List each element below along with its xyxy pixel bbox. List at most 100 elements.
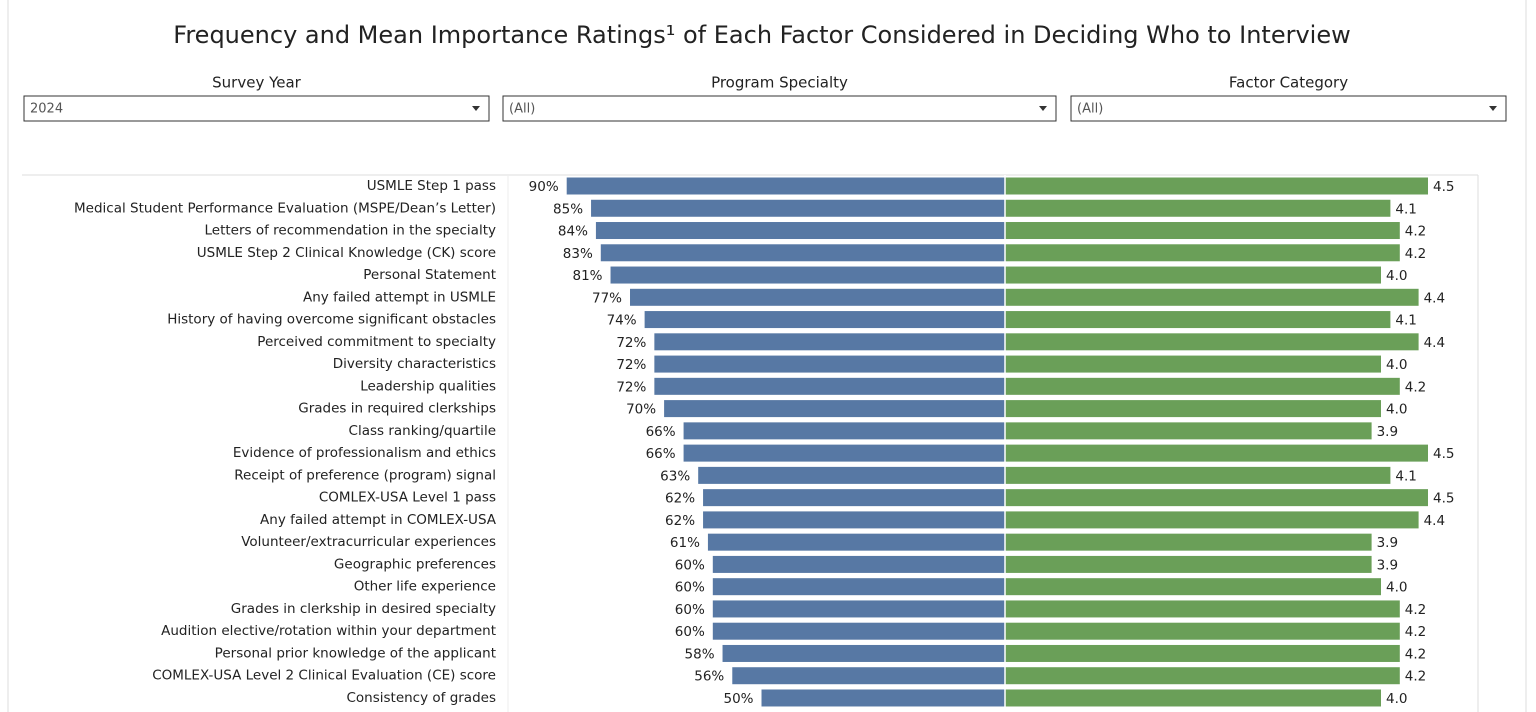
filter-label: Survey Year — [212, 74, 302, 92]
value-label: 72% — [616, 335, 646, 351]
filter-dropdown[interactable] — [1070, 95, 1507, 122]
value-label: 4.0 — [1386, 268, 1407, 284]
category-label: Volunteer/extracurricular experiences — [241, 534, 496, 550]
bar — [1005, 333, 1419, 351]
category-label: Other life experience — [354, 579, 496, 595]
filter-label: Program Specialty — [711, 74, 848, 92]
bar — [712, 622, 1005, 640]
value-label: 4.5 — [1433, 446, 1454, 462]
category-label: Evidence of professionalism and ethics — [233, 445, 496, 461]
bar — [1005, 533, 1372, 551]
value-label: 50% — [723, 691, 753, 707]
bar — [1005, 600, 1400, 618]
bar — [683, 444, 1005, 462]
category-label: Any failed attempt in COMLEX-USA — [260, 512, 497, 528]
category-label: Medical Student Performance Evaluation (… — [74, 200, 496, 216]
dropdown-arrow — [472, 106, 480, 111]
category-label: Letters of recommendation in the special… — [205, 223, 497, 239]
bar — [1005, 422, 1372, 440]
value-label: 90% — [529, 179, 559, 195]
title: Frequency and Mean Importance Ratings¹ o… — [173, 21, 1350, 49]
value-label: 60% — [675, 580, 705, 596]
value-label: 4.0 — [1386, 402, 1407, 418]
bar — [1005, 466, 1391, 484]
bar — [732, 667, 1005, 685]
value-label: 4.1 — [1395, 468, 1416, 484]
category-label: Geographic preferences — [334, 556, 496, 572]
bar — [1005, 400, 1381, 418]
bar — [591, 199, 1005, 217]
value-label: 61% — [670, 535, 700, 551]
value-label: 60% — [675, 557, 705, 573]
value-label: 3.9 — [1377, 557, 1398, 573]
value-label: 84% — [558, 224, 588, 240]
value-label: 58% — [685, 646, 715, 662]
value-label: 81% — [573, 268, 603, 284]
category-label: Class ranking/quartile — [349, 423, 496, 439]
bar — [654, 355, 1005, 373]
value-label: 70% — [626, 402, 656, 418]
category-label: COMLEX-USA Level 2 Clinical Evaluation (… — [152, 668, 496, 684]
value-label: 4.4 — [1424, 335, 1445, 351]
value-label: 62% — [665, 491, 695, 507]
value-label: 4.5 — [1433, 179, 1454, 195]
bar — [1005, 244, 1400, 262]
value-label: 77% — [592, 290, 622, 306]
value-label: 56% — [694, 669, 724, 685]
value-label: 4.2 — [1405, 246, 1426, 262]
value-label: 60% — [675, 602, 705, 618]
bar — [1005, 644, 1400, 662]
category-label: Grades in required clerkships — [298, 401, 496, 417]
bar — [654, 333, 1005, 351]
bar — [698, 466, 1005, 484]
value-label: 4.2 — [1405, 624, 1426, 640]
value-label: 62% — [665, 513, 695, 529]
filter-value: (All) — [1077, 102, 1103, 117]
value-label: 3.9 — [1377, 424, 1398, 440]
bar — [1005, 288, 1419, 306]
category-label: Receipt of preference (program) signal — [234, 467, 496, 483]
category-label: Personal prior knowledge of the applican… — [215, 645, 496, 661]
filter-dropdown[interactable] — [23, 95, 490, 122]
bar — [644, 311, 1005, 329]
value-label: 60% — [675, 624, 705, 640]
filter-dropdown[interactable] — [502, 95, 1057, 122]
filter-label: Factor Category — [1229, 74, 1348, 92]
bar — [703, 511, 1005, 529]
category-label: USMLE Step 1 pass — [367, 178, 496, 194]
bar — [712, 555, 1005, 573]
category-label: USMLE Step 2 Clinical Knowledge (CK) sco… — [197, 245, 496, 261]
bar — [664, 400, 1005, 418]
value-label: 4.0 — [1386, 357, 1407, 373]
value-label: 4.0 — [1386, 580, 1407, 596]
value-label: 85% — [553, 201, 583, 217]
bar — [707, 533, 1005, 551]
bar — [1005, 311, 1391, 329]
value-label: 3.9 — [1377, 535, 1398, 551]
value-label: 72% — [616, 357, 646, 373]
bar — [600, 244, 1005, 262]
category-label: COMLEX-USA Level 1 pass — [319, 490, 496, 506]
value-label: 4.2 — [1405, 602, 1426, 618]
bar — [1005, 199, 1391, 217]
bar — [1005, 266, 1381, 284]
value-label: 4.4 — [1424, 513, 1445, 529]
bar — [1005, 177, 1428, 195]
value-label: 4.2 — [1405, 379, 1426, 395]
category-label: Leadership qualities — [360, 378, 496, 394]
bar — [1005, 377, 1400, 395]
value-label: 4.5 — [1433, 491, 1454, 507]
bar — [1005, 444, 1428, 462]
filter-value: (All) — [509, 102, 535, 117]
value-label: 74% — [607, 313, 637, 329]
category-label: Personal Statement — [363, 267, 496, 283]
bar — [703, 489, 1005, 507]
bar — [1005, 489, 1428, 507]
bar — [1005, 222, 1400, 240]
category-label: Consistency of grades — [346, 690, 496, 706]
bar — [630, 288, 1005, 306]
value-label: 72% — [616, 379, 646, 395]
filter-value: 2024 — [30, 102, 63, 117]
